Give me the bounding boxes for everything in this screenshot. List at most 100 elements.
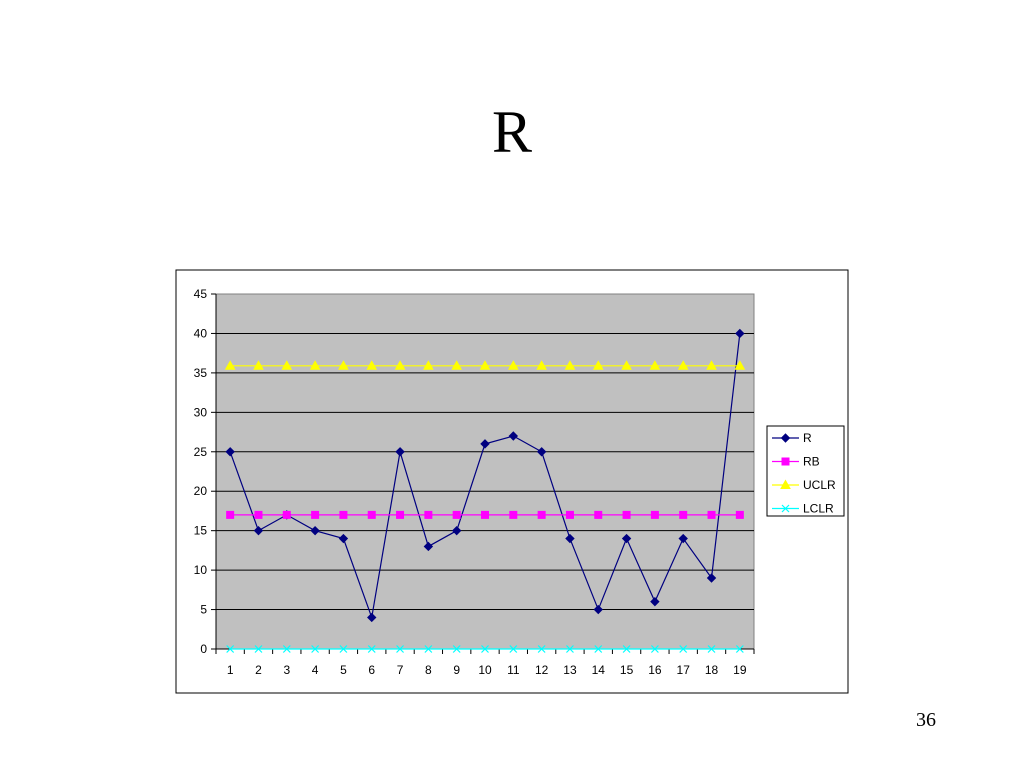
data-point-rb <box>679 510 688 519</box>
x-marker-stroke <box>452 645 461 653</box>
series-r <box>225 328 745 623</box>
data-point-r <box>706 573 717 583</box>
data-point-rb <box>622 510 631 519</box>
data-point-uclr <box>451 360 463 370</box>
data-point-rb <box>481 510 489 519</box>
data-point-lclr <box>452 645 461 653</box>
x-marker-stroke <box>424 645 433 653</box>
x-tick-label: 19 <box>733 663 747 677</box>
data-point-lclr <box>650 645 659 653</box>
data-point-lclr <box>509 645 518 653</box>
data-point-r <box>650 596 660 607</box>
x-tick-label: 12 <box>535 663 549 677</box>
x-marker-stroke <box>481 645 489 653</box>
data-point-lclr <box>566 645 574 653</box>
x-marker-stroke <box>367 645 376 653</box>
data-point-uclr <box>536 360 547 370</box>
x-marker-stroke <box>282 645 291 653</box>
x-tick-label: 1 <box>227 663 234 677</box>
x-marker-stroke <box>509 645 518 653</box>
y-tick-label: 45 <box>194 287 208 301</box>
data-point-uclr <box>706 360 717 370</box>
data-point-rb <box>396 510 405 519</box>
legend-label-r: R <box>803 431 812 445</box>
legend-label-lclr: LCLR <box>803 502 834 516</box>
data-point-lclr <box>282 645 291 653</box>
x-tick-label: 17 <box>677 663 691 677</box>
data-point-uclr <box>734 360 746 370</box>
data-point-uclr <box>507 360 519 370</box>
data-point-r <box>253 525 264 536</box>
data-point-r <box>565 533 575 544</box>
slide-number: 36 <box>916 709 936 731</box>
y-tick-label: 15 <box>194 524 208 538</box>
legend-marker-uclr <box>780 479 791 489</box>
x-marker-stroke <box>339 645 348 653</box>
data-point-r <box>423 541 434 552</box>
data-point-rb <box>254 510 263 519</box>
data-point-lclr <box>735 645 744 653</box>
x-marker-stroke <box>781 504 790 513</box>
data-point-uclr <box>366 360 378 370</box>
data-point-rb <box>650 510 659 519</box>
data-point-r <box>367 612 377 623</box>
y-tick-label: 35 <box>194 366 208 380</box>
x-tick-label: 15 <box>620 663 634 677</box>
x-marker-stroke <box>254 645 263 653</box>
plot-area <box>215 293 755 650</box>
data-point-rb <box>565 510 574 519</box>
data-point-rb <box>424 510 433 519</box>
data-point-r <box>536 447 547 457</box>
data-point-uclr <box>621 360 632 370</box>
data-point-rb <box>311 510 320 519</box>
data-point-uclr <box>281 360 293 370</box>
data-point-lclr <box>424 645 433 653</box>
data-point-rb <box>339 510 348 519</box>
x-tick-label: 4 <box>312 663 319 677</box>
data-point-uclr <box>338 360 349 370</box>
x-marker-stroke <box>396 645 404 653</box>
x-marker-stroke <box>622 645 631 653</box>
data-point-lclr <box>339 645 348 653</box>
data-point-lclr <box>226 645 235 653</box>
x-marker-stroke <box>707 645 716 653</box>
legend-item-r: R <box>772 431 812 445</box>
data-point-lclr <box>254 645 263 653</box>
x-tick-label: 7 <box>397 663 404 677</box>
x-marker-stroke <box>226 645 235 653</box>
data-point-r <box>338 533 349 544</box>
data-point-r <box>735 328 745 339</box>
legend-marker-lclr <box>781 504 790 513</box>
y-tick-label: 30 <box>194 405 208 419</box>
x-tick-label: 6 <box>368 663 375 677</box>
x-marker-stroke <box>650 645 659 653</box>
x-tick-label: 5 <box>340 663 347 677</box>
slide-title: R <box>491 99 533 165</box>
y-tick-label: 0 <box>200 642 207 656</box>
data-point-rb <box>367 510 376 519</box>
x-tick-label: 2 <box>255 663 262 677</box>
data-point-uclr <box>592 360 604 370</box>
data-point-r <box>225 447 235 457</box>
x-tick-label: 3 <box>283 663 290 677</box>
data-point-rb <box>735 510 744 519</box>
x-tick-label: 18 <box>705 663 719 677</box>
series-group <box>224 328 746 653</box>
data-point-r <box>621 533 632 544</box>
data-point-r <box>593 604 603 615</box>
data-point-lclr <box>594 645 603 653</box>
series-uclr <box>224 360 746 370</box>
x-tick-label: 13 <box>563 663 577 677</box>
x-marker-stroke <box>594 645 603 653</box>
data-point-rb <box>537 510 546 519</box>
data-point-uclr <box>564 360 576 370</box>
y-tick-label: 10 <box>194 563 208 577</box>
data-point-uclr <box>479 360 491 370</box>
y-tick-label: 5 <box>200 603 207 617</box>
x-tick-label: 9 <box>453 663 460 677</box>
legend-box <box>766 425 845 517</box>
x-tick-label: 10 <box>478 663 492 677</box>
x-marker-stroke <box>679 645 688 653</box>
series-rb <box>226 510 744 519</box>
legend-label-rb: RB <box>803 455 820 469</box>
